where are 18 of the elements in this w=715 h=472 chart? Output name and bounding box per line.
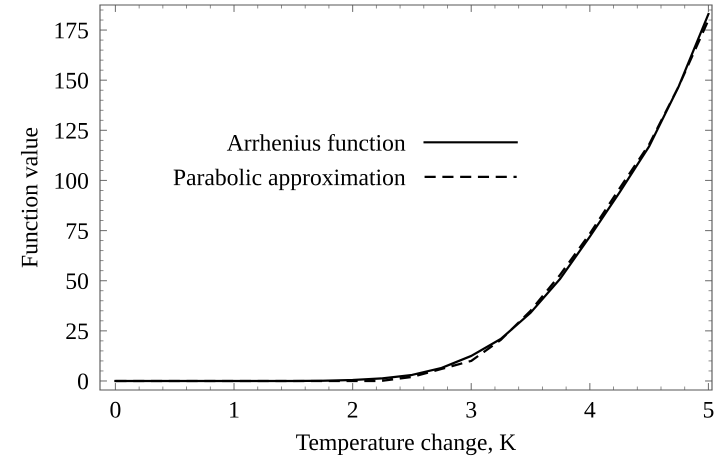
x-tick-label: 3 xyxy=(466,402,476,418)
y-tick-label: 150 xyxy=(56,72,88,89)
y-tick-label: 75 xyxy=(66,223,88,240)
x-tick-label: 5 xyxy=(704,402,714,418)
x-tick-label: 2 xyxy=(348,402,358,418)
x-tick-label: 4 xyxy=(584,402,596,418)
x-axis-title: Temperature change, K xyxy=(296,434,516,456)
y-tick-label: 25 xyxy=(66,323,88,340)
y-tick-label: 100 xyxy=(56,172,88,189)
y-tick-label: 175 xyxy=(56,22,88,38)
y-axis-title: Function value xyxy=(20,128,38,268)
x-tick-label: 0 xyxy=(110,402,120,418)
legend-label: Parabolic approximation xyxy=(174,168,406,190)
y-tick-label: 50 xyxy=(66,273,88,290)
y-tick-label: 0 xyxy=(78,373,88,390)
y-tick-label: 125 xyxy=(56,122,88,139)
legend-label: Arrhenius function xyxy=(226,134,406,151)
x-tick-label: 1 xyxy=(230,402,239,418)
